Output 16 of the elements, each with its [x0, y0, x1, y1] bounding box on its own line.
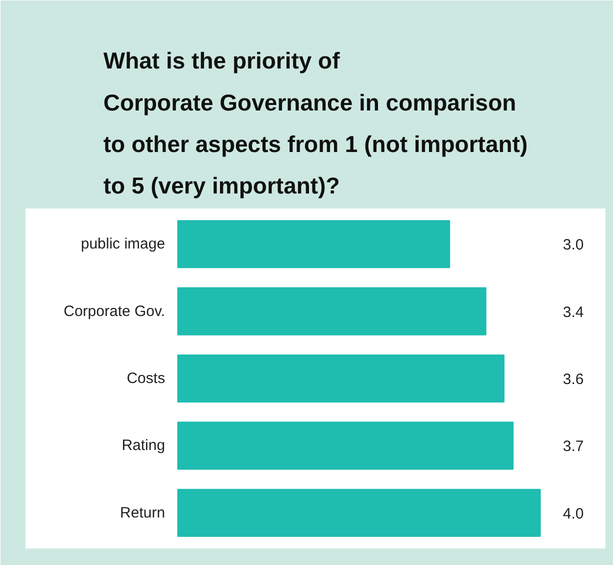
bar: [177, 287, 486, 336]
y-tick-label: public image: [80, 236, 166, 253]
y-tick-label: Rating: [122, 437, 166, 454]
y-tick-label: Return: [120, 504, 166, 522]
data-label: 3.0: [562, 236, 584, 254]
bar: [177, 220, 450, 268]
data-label: 3.6: [562, 371, 584, 388]
y-tick-label: Corporate Gov.: [64, 302, 166, 320]
chart-title: What is the priority of Corporate Governance in comparison to other aspects from 1 (not important) to 5 (very important)?: [103, 48, 528, 198]
bar: [177, 488, 541, 537]
data-label: 4.0: [562, 505, 584, 522]
data-label: 3.7: [562, 438, 584, 456]
y-tick-label: Costs: [126, 370, 166, 387]
bar: [177, 354, 504, 403]
data-label: 3.4: [562, 304, 584, 321]
bar: [177, 422, 514, 470]
